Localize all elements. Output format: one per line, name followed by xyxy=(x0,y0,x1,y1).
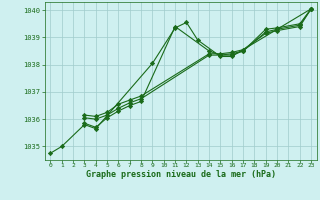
X-axis label: Graphe pression niveau de la mer (hPa): Graphe pression niveau de la mer (hPa) xyxy=(86,170,276,179)
